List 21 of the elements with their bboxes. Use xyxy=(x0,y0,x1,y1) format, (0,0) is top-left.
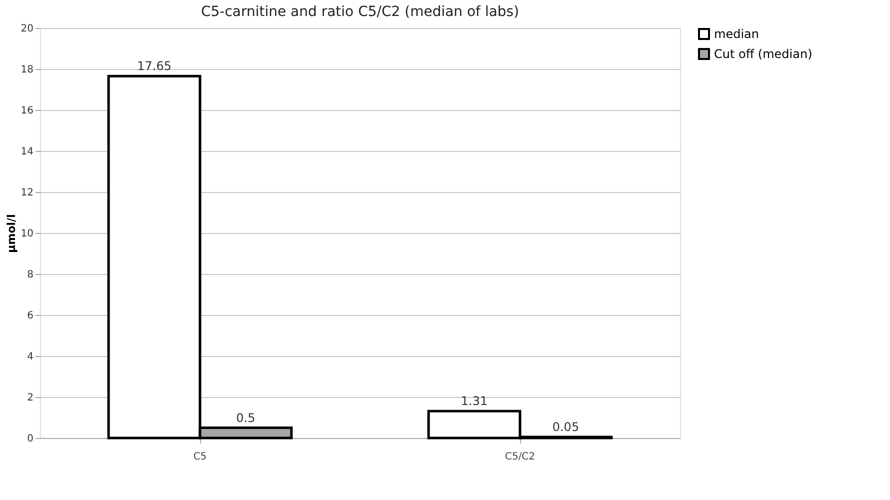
y-tick-label: 14 xyxy=(20,146,34,158)
y-axis-title: µmol/l xyxy=(4,214,18,253)
x-tick-label: C5 xyxy=(193,452,207,462)
y-tick-label: 6 xyxy=(27,310,34,322)
data-label: 0.05 xyxy=(552,420,580,434)
x-tick-label: C5/C2 xyxy=(504,452,536,462)
y-tick-label: 16 xyxy=(20,106,34,116)
y-tick-label: 10 xyxy=(20,228,34,240)
y-tick-label: 18 xyxy=(20,64,34,76)
legend-label: Cut off (median) xyxy=(714,47,812,61)
y-tick-label: 12 xyxy=(20,188,34,198)
legend-label: median xyxy=(714,27,759,41)
y-tick-label: 8 xyxy=(27,270,34,280)
chart-title: C5-carnitine and ratio C5/C2 (median of labs) xyxy=(200,4,520,20)
data-label: 17.65 xyxy=(137,59,172,74)
y-tick-label: 2 xyxy=(27,392,34,404)
y-tick-label: 0 xyxy=(27,434,34,444)
data-label: 1.31 xyxy=(460,394,488,408)
data-label: 0.5 xyxy=(236,410,256,425)
y-tick-label: 4 xyxy=(27,352,34,362)
y-tick-label: 20 xyxy=(20,24,34,34)
